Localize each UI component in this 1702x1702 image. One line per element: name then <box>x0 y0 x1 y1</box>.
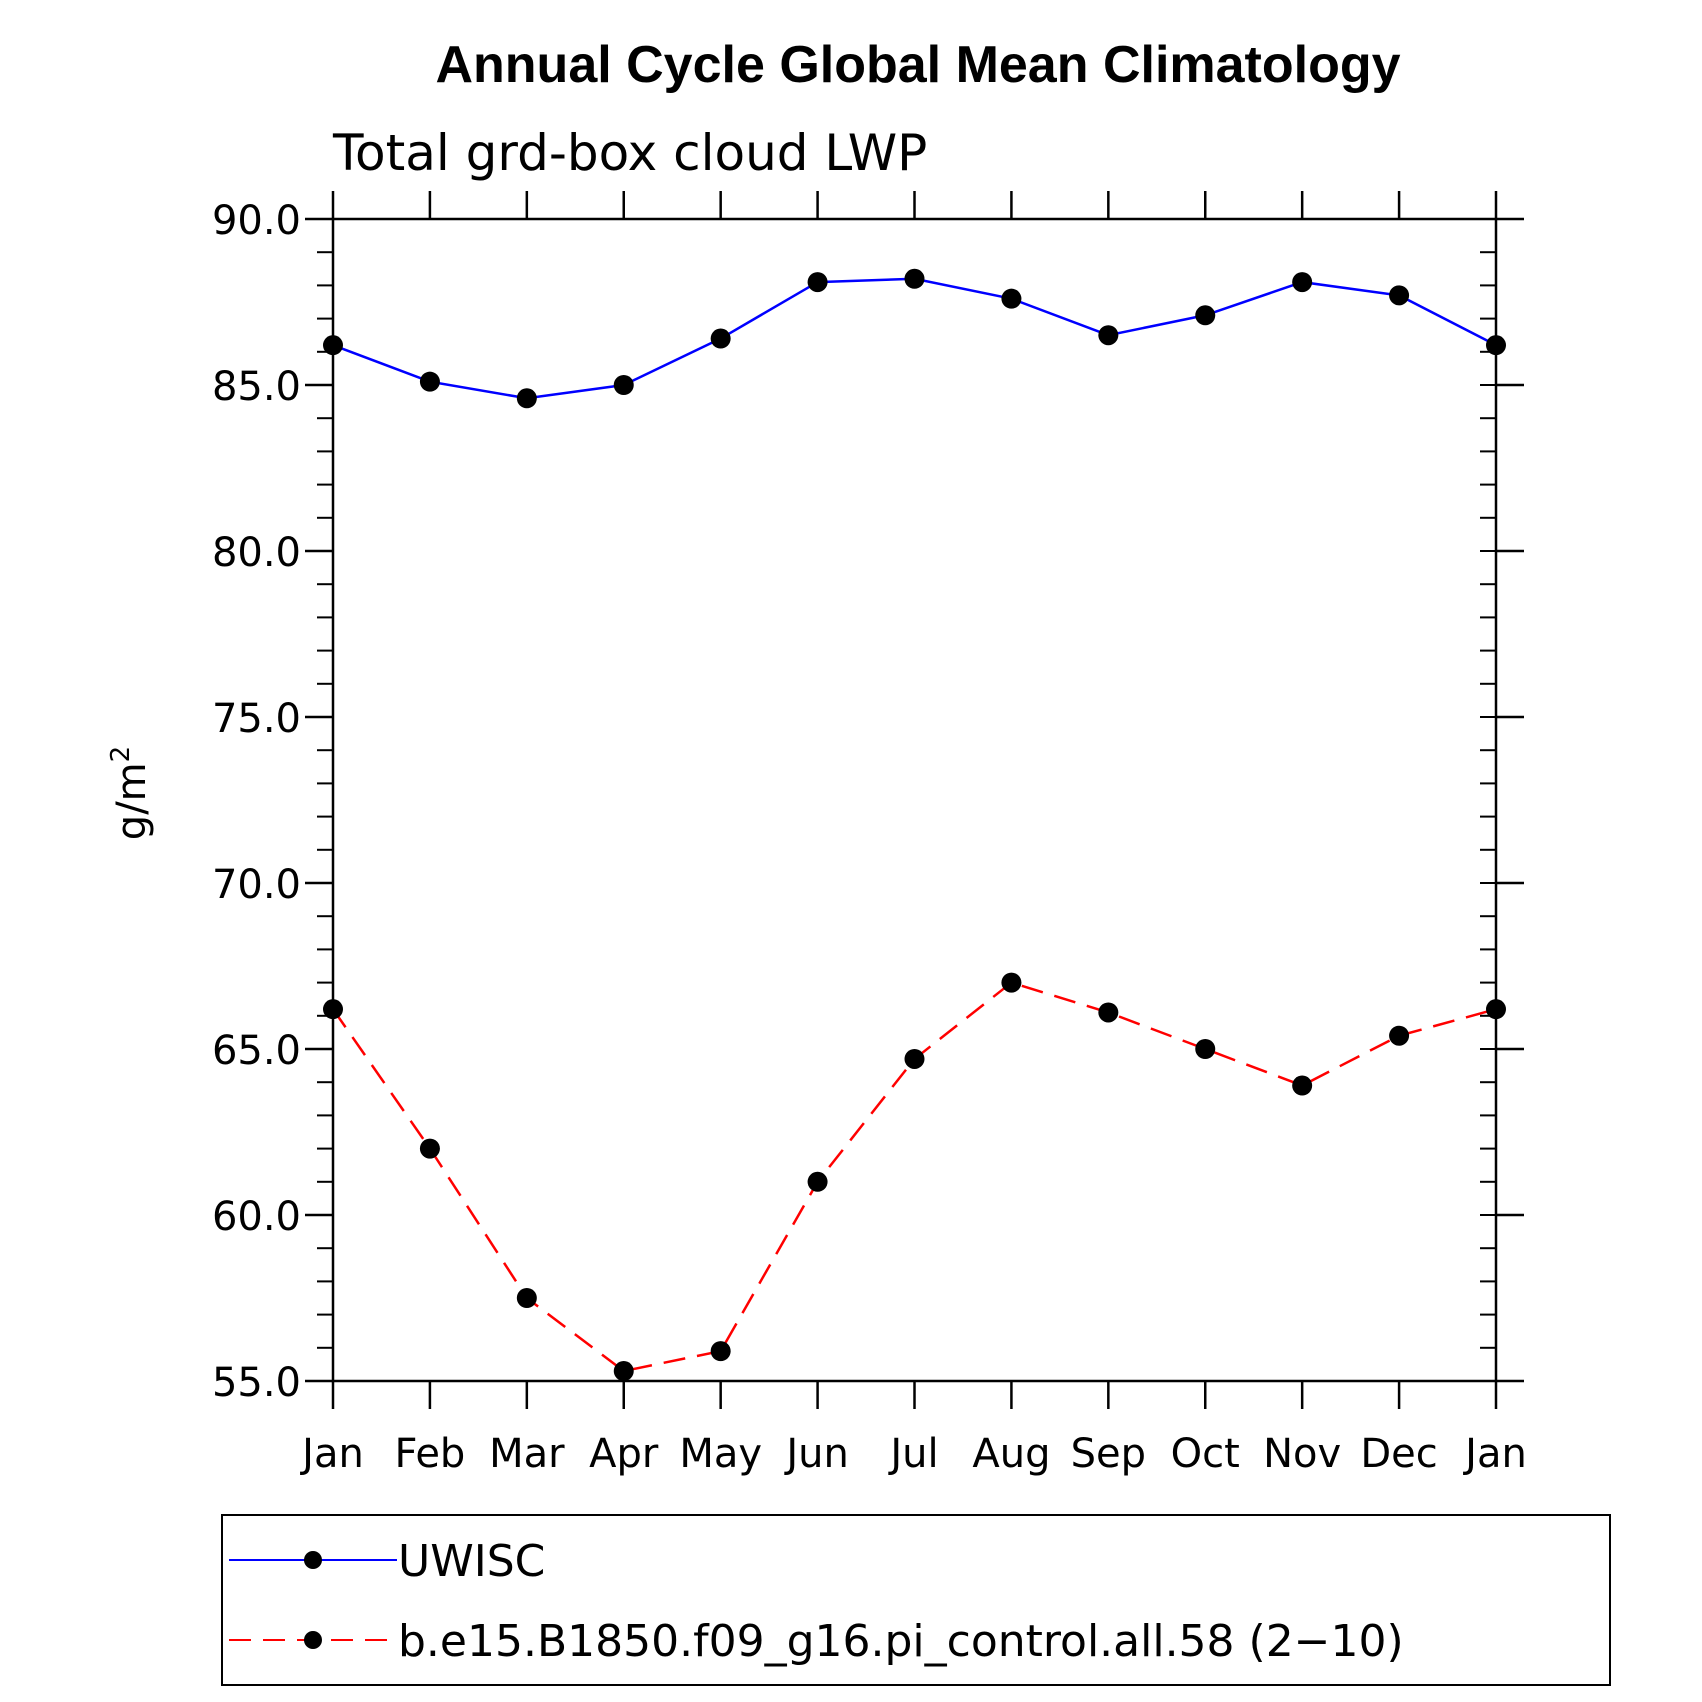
y-tick-label: 80.0 <box>212 530 301 576</box>
data-point-series-0 <box>1195 305 1216 326</box>
data-point-series-0 <box>419 371 440 392</box>
data-point-series-0 <box>613 375 634 395</box>
y-axis-label: g/m2 <box>106 746 155 840</box>
data-point-series-0 <box>710 328 731 349</box>
y-tick-label: 75.0 <box>212 696 301 742</box>
plot-axes <box>305 191 1524 1409</box>
series-line-0 <box>332 277 1497 400</box>
y-tick-labels: 55.0 60.0 65.0 70.0 75.0 80.0 85.0 90.0 <box>212 198 301 1406</box>
y-tick-label: 65.0 <box>212 1028 301 1074</box>
data-point-series-1 <box>1292 1075 1313 1096</box>
data-point-series-1 <box>1001 972 1022 993</box>
data-point-series-0 <box>904 268 925 289</box>
x-tick-label: Feb <box>395 1431 466 1477</box>
x-tick-label: Jul <box>887 1431 938 1477</box>
data-point-series-0 <box>807 272 828 293</box>
chart-title: Annual Cycle Global Mean Climatology <box>435 36 1400 94</box>
y-tick-label: 85.0 <box>212 364 301 410</box>
data-point-series-1 <box>807 1171 828 1192</box>
x-tick-label: Apr <box>589 1431 659 1477</box>
x-tick-label: May <box>679 1431 762 1477</box>
plot-frame <box>331 217 1498 1383</box>
data-point-series-0 <box>1098 325 1119 346</box>
data-point-series-1 <box>904 1048 925 1069</box>
x-tick-label: Jan <box>299 1431 364 1477</box>
data-point-series-1 <box>710 1341 731 1362</box>
legend-label-uwisc: UWISC <box>398 1536 545 1587</box>
x-tick-label: Jun <box>783 1431 849 1477</box>
data-point-series-0 <box>1389 285 1410 306</box>
data-point-series-0 <box>1486 335 1506 356</box>
x-tick-label: Aug <box>972 1431 1050 1477</box>
x-tick-label: Dec <box>1360 1431 1437 1477</box>
data-point-series-0 <box>516 388 537 409</box>
legend: UWISC b.e15.B1850.f09_g16.pi_control.all… <box>221 1514 1611 1686</box>
data-point-series-1 <box>1486 999 1506 1020</box>
legend-label-control: b.e15.B1850.f09_g16.pi_control.all.58 (2… <box>398 1616 1404 1667</box>
y-tick-label: 55.0 <box>212 1360 301 1406</box>
legend-marker-uwisc <box>304 1551 322 1569</box>
x-tick-labels: Jan Feb Mar Apr May Jun Jul Aug Sep Oct Nov Dec Jan <box>299 1431 1527 1477</box>
x-tick-label: Sep <box>1071 1431 1146 1477</box>
y-tick-label: 70.0 <box>212 862 301 908</box>
data-point-series-1 <box>419 1138 440 1159</box>
legend-box <box>221 1514 1611 1686</box>
data-point-series-1 <box>1389 1025 1410 1046</box>
data-point-series-0 <box>323 335 343 356</box>
y-tick-label: 60.0 <box>212 1194 301 1240</box>
data-point-series-0 <box>1001 288 1022 309</box>
data-point-series-1 <box>1098 1002 1119 1023</box>
data-point-series-1 <box>613 1361 634 1382</box>
x-tick-label: Nov <box>1263 1431 1341 1477</box>
series-line-1 <box>331 981 1497 1373</box>
x-tick-label: Mar <box>489 1431 565 1477</box>
chart-subtitle: Total grd-box cloud LWP <box>332 124 927 182</box>
x-tick-label: Oct <box>1171 1431 1240 1477</box>
data-point-series-1 <box>1195 1039 1216 1059</box>
data-series <box>323 268 1506 1382</box>
data-point-series-1 <box>323 999 343 1020</box>
x-tick-label: Jan <box>1462 1431 1527 1477</box>
data-point-series-0 <box>1292 272 1313 293</box>
legend-marker-control <box>304 1631 322 1649</box>
y-tick-label: 90.0 <box>212 198 301 244</box>
data-point-series-1 <box>516 1288 537 1308</box>
